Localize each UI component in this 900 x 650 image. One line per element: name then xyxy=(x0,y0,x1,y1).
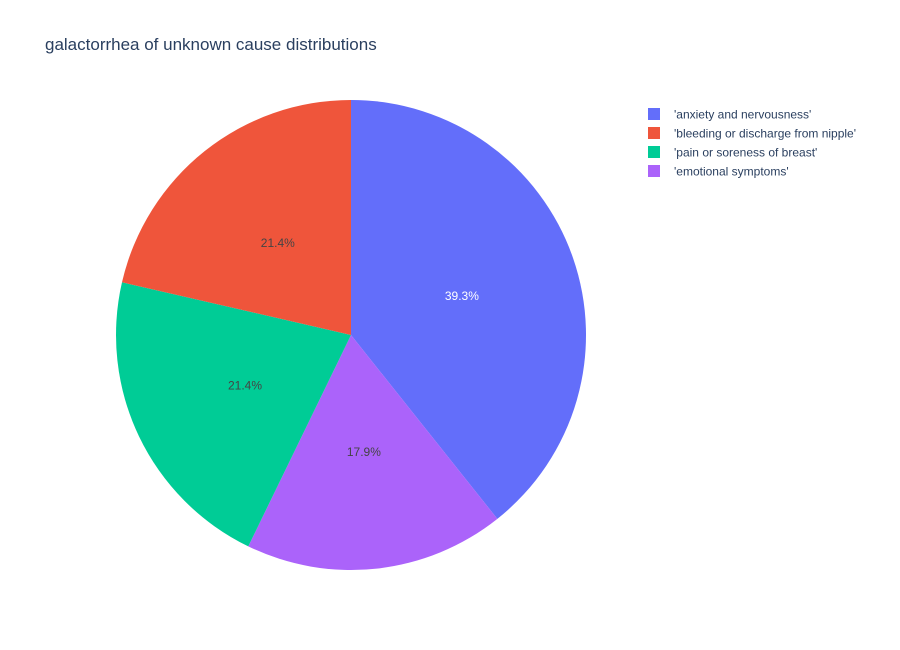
pie-slice-2[interactable] xyxy=(116,282,351,547)
legend-label-3: 'emotional symptoms' xyxy=(674,165,789,179)
pie-slice-3[interactable] xyxy=(248,335,498,570)
legend-label-2: 'pain or soreness of breast' xyxy=(674,146,817,160)
pie-slice-0[interactable] xyxy=(351,100,587,519)
legend-item-1[interactable]: 'bleeding or discharge from nipple' xyxy=(648,127,856,141)
chart-title: galactorrhea of unknown cause distributi… xyxy=(45,35,377,54)
legend-item-2[interactable]: 'pain or soreness of breast' xyxy=(648,146,817,160)
slice-value-label-2: 21.4% xyxy=(228,379,262,393)
slice-value-label-0: 39.3% xyxy=(445,289,479,303)
legend-item-0[interactable]: 'anxiety and nervousness' xyxy=(648,108,811,122)
slice-value-label-3: 17.9% xyxy=(347,445,381,459)
legend-swatch-2 xyxy=(648,146,660,158)
slice-value-label-1: 21.4% xyxy=(261,236,295,250)
pie-slices xyxy=(116,100,587,570)
legend-label-0: 'anxiety and nervousness' xyxy=(674,108,811,122)
pie-slice-labels: 39.3% 17.9% 21.4% 21.4% xyxy=(228,236,479,459)
legend-swatch-0 xyxy=(648,108,660,120)
legend-swatch-1 xyxy=(648,127,660,139)
legend-item-3[interactable]: 'emotional symptoms' xyxy=(648,165,789,179)
legend: 'anxiety and nervousness' 'bleeding or di… xyxy=(648,108,856,179)
legend-label-1: 'bleeding or discharge from nipple' xyxy=(674,127,856,141)
legend-swatch-3 xyxy=(648,165,660,177)
pie-slice-1[interactable] xyxy=(121,100,352,335)
